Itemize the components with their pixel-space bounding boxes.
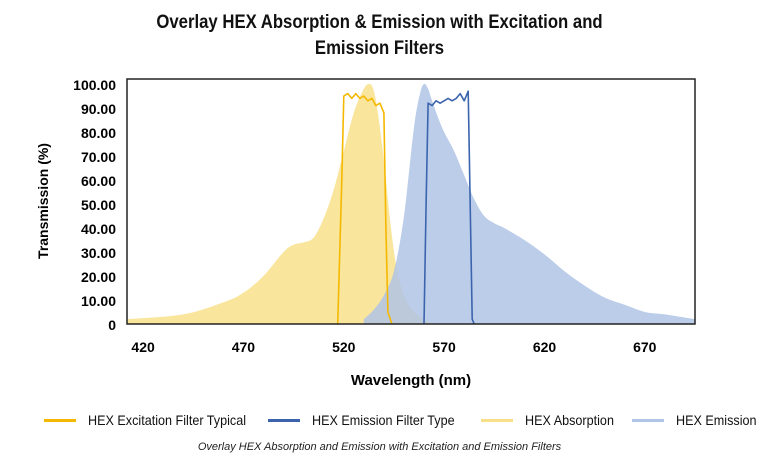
x-tick-label: 420 — [131, 339, 155, 355]
legend-item-absorption: HEX Absorption — [481, 408, 624, 432]
area-hex-absorption — [127, 83, 435, 324]
y-tick-label: 0 — [108, 317, 116, 333]
y-axis-ticks: 0 10.00 20.00 30.00 40.00 50.00 60.00 70.00 80.0… — [73, 77, 116, 333]
y-tick-label: 70.00 — [81, 149, 116, 165]
x-axis-label: Wavelength (nm) — [351, 372, 471, 389]
legend-label-excitation-filter: HEX Excitation Filter Typical — [88, 412, 247, 428]
legend-label-absorption: HEX Absorption — [525, 412, 614, 428]
y-tick-label: 50.00 — [81, 197, 116, 213]
legend-swatch-emission-filter — [268, 418, 300, 422]
chart-legend: HEX Excitation Filter Typical HEX Emissi… — [0, 408, 759, 432]
legend-swatch-absorption — [481, 418, 513, 422]
line-hex-emission-filter-type — [423, 90, 475, 325]
area-hex-emission — [363, 83, 695, 324]
legend-label-emission-filter: HEX Emission Filter Type — [312, 412, 455, 428]
y-tick-label: 90.00 — [81, 101, 116, 117]
y-tick-label: 20.00 — [81, 269, 116, 285]
y-tick-label: 40.00 — [81, 221, 116, 237]
line-series-group — [336, 90, 475, 325]
chart-title-line-2: Emission Filters — [314, 38, 445, 59]
chart-title-line-1: Overlay HEX Absorption & Emission with E… — [156, 12, 603, 33]
y-tick-label: 80.00 — [81, 125, 116, 141]
legend-item-emission: HEX Emission — [632, 408, 759, 432]
legend-label-emission: HEX Emission — [676, 412, 757, 428]
x-tick-label: 470 — [232, 339, 256, 355]
line-hex-excitation-filter-typical — [336, 92, 393, 325]
y-tick-label: 10.00 — [81, 293, 116, 309]
legend-item-emission-filter: HEX Emission Filter Type — [268, 408, 470, 432]
x-axis-ticks: 420 470 520 570 620 670 — [131, 339, 656, 355]
y-axis-label: Transmission (%) — [35, 143, 51, 259]
x-tick-label: 670 — [633, 339, 657, 355]
figure-caption: Overlay HEX Absorption and Emission with… — [197, 441, 562, 453]
x-tick-label: 570 — [432, 339, 456, 355]
y-tick-label: 30.00 — [81, 245, 116, 261]
legend-swatch-emission — [632, 418, 664, 422]
y-tick-label: 100.00 — [73, 77, 116, 93]
legend-item-excitation-filter: HEX Excitation Filter Typical — [44, 408, 264, 432]
x-tick-label: 620 — [533, 339, 557, 355]
x-tick-label: 520 — [332, 339, 356, 355]
plot-area-frame — [126, 78, 696, 325]
chart-canvas: 0 10.00 20.00 30.00 40.00 50.00 60.00 70.00 80.0… — [35, 77, 696, 389]
y-tick-label: 60.00 — [81, 173, 116, 189]
legend-swatch-excitation-filter — [44, 418, 76, 422]
area-series-group — [127, 83, 695, 324]
chart-title: Overlay HEX Absorption & Emission with E… — [46, 10, 714, 62]
